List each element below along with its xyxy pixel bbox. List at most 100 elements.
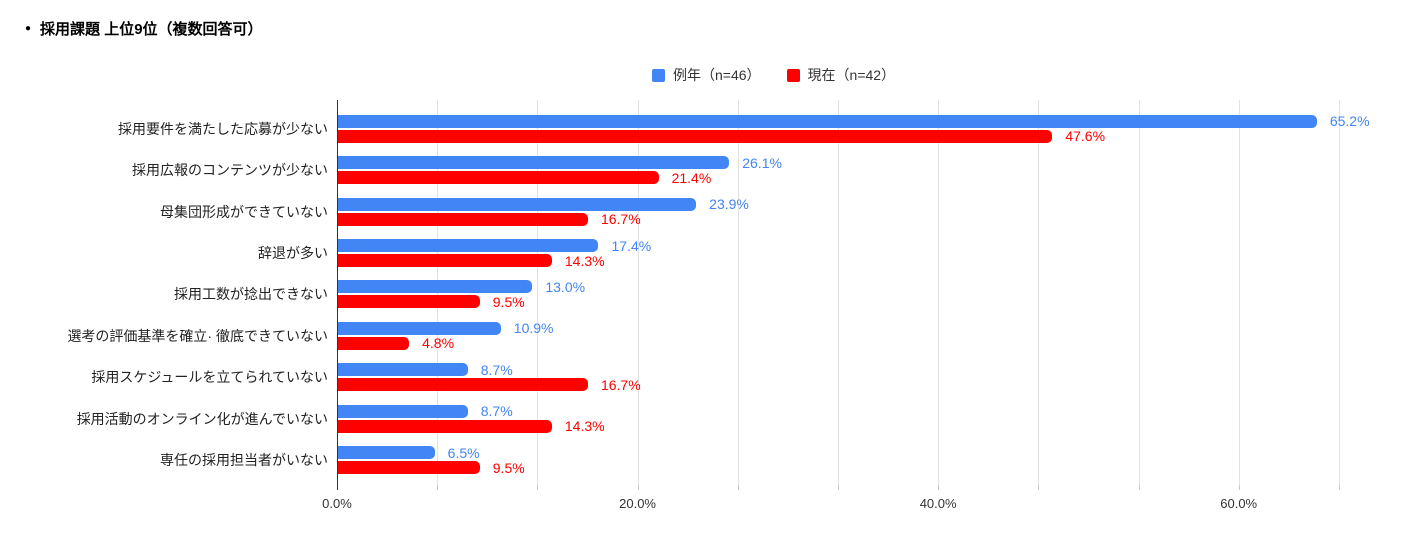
axis-tick xyxy=(1338,485,1340,490)
bar-line: 9.5% xyxy=(337,293,1401,310)
category-label: 母集団形成ができていない xyxy=(160,203,328,220)
bar-line: 16.7% xyxy=(337,211,1401,228)
bar xyxy=(337,461,480,475)
chart-row: 採用スケジュールを立てられていない 8.7% 16.7% xyxy=(91,357,1401,398)
value-label: 8.7% xyxy=(480,403,513,420)
gridline xyxy=(1138,100,1140,485)
value-label: 47.6% xyxy=(1065,128,1106,145)
value-label: 8.7% xyxy=(480,361,513,378)
bar xyxy=(337,321,501,335)
bar-line: 9.5% xyxy=(337,459,1401,476)
x-axis-tick-label: 60.0% xyxy=(1220,496,1258,511)
value-label: 4.8% xyxy=(422,335,455,352)
bar xyxy=(337,239,599,253)
value-label: 14.3% xyxy=(564,252,605,269)
gridline xyxy=(1338,100,1340,485)
value-label: 21.4% xyxy=(671,169,712,186)
legend-swatch-icon xyxy=(786,68,800,82)
bar-line: 4.8% xyxy=(337,335,1401,352)
category-label: 採用スケジュールを立てられていない xyxy=(91,369,328,386)
axis-tick xyxy=(1038,485,1040,490)
bar-line: 17.4% xyxy=(337,237,1401,254)
value-label: 9.5% xyxy=(492,293,525,310)
gridline xyxy=(637,100,639,485)
axis-tick xyxy=(637,485,639,490)
category-label: 採用広報のコンテンツが少ない xyxy=(132,162,328,179)
value-label: 26.1% xyxy=(742,154,782,171)
bar xyxy=(337,363,468,377)
bar xyxy=(337,280,533,294)
bar-line: 6.5% xyxy=(337,444,1401,461)
x-axis-tick-label: 20.0% xyxy=(619,496,656,511)
bar xyxy=(337,114,1317,128)
y-axis-line xyxy=(337,100,338,490)
value-label: 23.9% xyxy=(709,196,749,213)
axis-tick xyxy=(1238,485,1240,490)
bar-line: 65.2% xyxy=(337,113,1401,130)
legend-item: 現在（n=42） xyxy=(786,65,896,85)
axis-tick xyxy=(1138,485,1140,490)
category-label: 専任の採用担当者がいない xyxy=(160,452,328,469)
chart-row: 母集団形成ができていない 23.9% 16.7% xyxy=(160,191,1401,232)
chart-title: ● 採用課題 上位9位（複数回答可） xyxy=(25,18,263,39)
bar-line: 10.9% xyxy=(337,320,1401,337)
bar xyxy=(337,419,552,433)
title-bullet-icon: ● xyxy=(25,22,32,34)
axis-tick xyxy=(537,485,539,490)
bar-line: 14.3% xyxy=(337,252,1401,269)
gridline xyxy=(1038,100,1040,485)
axis-tick xyxy=(837,485,839,490)
bar xyxy=(337,129,1053,143)
chart-row: 採用要件を満たした応募が少ない 65.2% 47.6% xyxy=(118,108,1401,149)
chart-row: 採用活動のオンライン化が進んでいない 8.7% 14.3% xyxy=(77,398,1401,439)
value-label: 9.5% xyxy=(492,459,525,476)
category-label: 採用要件を満たした応募が少ない xyxy=(118,120,328,137)
bar-line: 13.0% xyxy=(337,278,1401,295)
bar-line: 8.7% xyxy=(337,403,1401,420)
legend-item: 例年（n=46） xyxy=(652,65,761,85)
value-label: 6.5% xyxy=(447,444,480,461)
bar xyxy=(337,212,588,226)
bar-line: 23.9% xyxy=(337,196,1401,213)
gridline xyxy=(938,100,940,485)
value-label: 10.9% xyxy=(513,320,554,337)
bar-line: 26.1% xyxy=(337,154,1401,171)
bar xyxy=(337,336,410,350)
value-label: 65.2% xyxy=(1329,113,1370,130)
bar xyxy=(337,446,435,460)
value-label: 14.3% xyxy=(564,418,605,435)
bar-line: 8.7% xyxy=(337,361,1401,378)
value-label: 13.0% xyxy=(545,278,586,295)
category-label: 辞退が多い xyxy=(258,245,328,262)
bar xyxy=(337,171,659,185)
legend: 例年（n=46） 現在（n=42） xyxy=(652,65,895,85)
category-label: 採用活動のオンライン化が進んでいない xyxy=(76,410,328,427)
legend-swatch-icon xyxy=(652,68,665,82)
bar xyxy=(337,156,730,170)
axis-tick xyxy=(737,485,739,490)
bar xyxy=(337,295,480,309)
bar-line: 14.3% xyxy=(337,418,1401,435)
axis-tick xyxy=(938,485,940,490)
axis-tick xyxy=(437,485,439,490)
category-label: 選考の評価基準を確立· 徹底できていない xyxy=(67,327,328,344)
bar xyxy=(337,378,588,392)
value-label: 17.4% xyxy=(611,237,652,254)
gridline xyxy=(1238,100,1240,485)
x-axis-tick-label: 40.0% xyxy=(919,496,957,511)
bar-rows: 採用要件を満たした応募が少ない 65.2% 47.6% 採用広報のコンテンツが少ない 2… xyxy=(67,100,1401,485)
chart-row: 専任の採用担当者がいない 6.5% 9.5% xyxy=(160,440,1401,481)
gridline xyxy=(837,100,839,485)
legend-label: 現在（n=42） xyxy=(807,67,896,83)
chart-row: 採用工数が捻出できない 13.0% 9.5% xyxy=(174,274,1401,315)
bar-line: 47.6% xyxy=(337,128,1401,145)
value-label: 16.7% xyxy=(600,211,641,228)
bar xyxy=(337,254,552,268)
chart-row: 選考の評価基準を確立· 徹底できていない 10.9% 4.8% xyxy=(67,315,1401,356)
x-axis-tick-label: 0.0% xyxy=(322,496,352,511)
bar xyxy=(337,197,697,211)
value-label: 16.7% xyxy=(600,376,641,393)
bar-line: 21.4% xyxy=(337,169,1401,186)
chart-row: 採用広報のコンテンツが少ない 26.1% 21.4% xyxy=(132,149,1401,190)
gridline xyxy=(737,100,739,485)
